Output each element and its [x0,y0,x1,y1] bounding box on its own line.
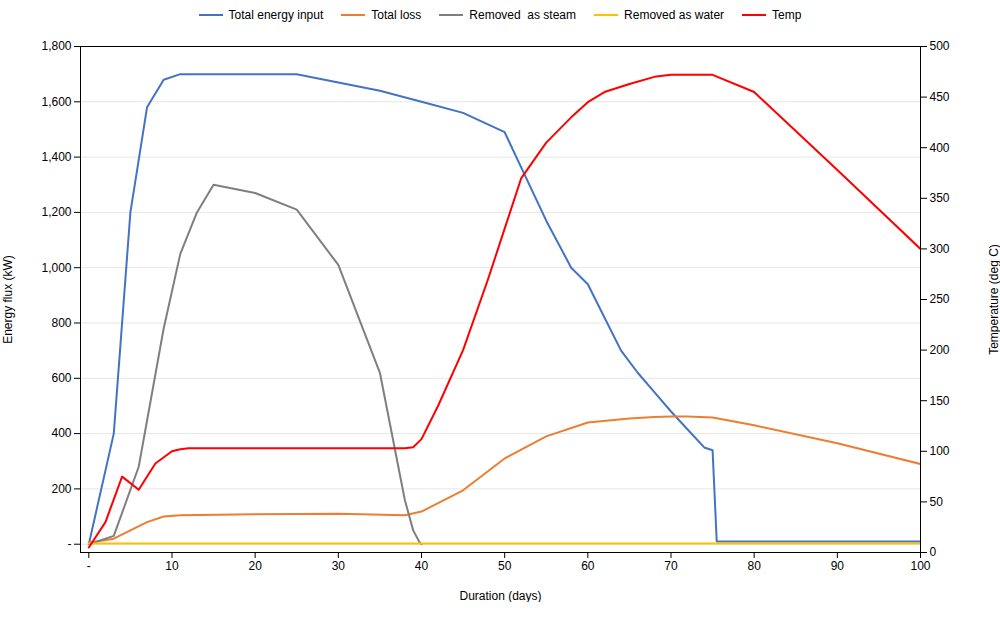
svg-text:600: 600 [51,371,71,385]
svg-text:-: - [68,537,72,551]
svg-text:400: 400 [930,141,950,155]
svg-text:100: 100 [930,444,950,458]
svg-text:400: 400 [51,426,71,440]
svg-text:450: 450 [930,90,950,104]
svg-text:100: 100 [910,559,930,573]
svg-text:20: 20 [248,559,262,573]
html-text:Temp: Temp [772,8,802,22]
svg-text:1,600: 1,600 [41,95,71,109]
svg-text:-: - [87,559,91,573]
svg-text:90: 90 [831,559,845,573]
svg-text:70: 70 [664,559,678,573]
svg-text:60: 60 [581,559,595,573]
svg-text:200: 200 [51,482,71,496]
html-text:Total energy input: Total energy input [228,8,324,22]
svg-text:350: 350 [930,191,950,205]
svg-text:300: 300 [930,242,950,256]
svg-text:1,000: 1,000 [41,261,71,275]
svg-text:50: 50 [930,495,944,509]
svg-text:0: 0 [930,545,937,559]
svg-text:250: 250 [930,292,950,306]
svg-text:1,200: 1,200 [41,205,71,219]
svg-text:30: 30 [332,559,346,573]
svg-text:Energy flux (kW): Energy flux (kW) [1,255,15,344]
svg-text:200: 200 [930,343,950,357]
svg-text:Duration (days): Duration (days) [459,589,541,603]
svg-text:80: 80 [747,559,761,573]
svg-text:1,400: 1,400 [41,150,71,164]
svg-text:800: 800 [51,316,71,330]
html-text:Removed as steam: Removed as steam [469,8,576,22]
svg-text:50: 50 [498,559,512,573]
html-text:Total loss: Total loss [371,8,422,22]
svg-text:Temperature (deg C): Temperature (deg C) [987,244,1000,355]
svg-text:150: 150 [930,394,950,408]
svg-text:10: 10 [165,559,179,573]
svg-text:1,800: 1,800 [41,39,71,53]
svg-text:40: 40 [415,559,429,573]
html-text:Removed as water: Removed as water [624,8,725,22]
svg-text:500: 500 [930,39,950,53]
